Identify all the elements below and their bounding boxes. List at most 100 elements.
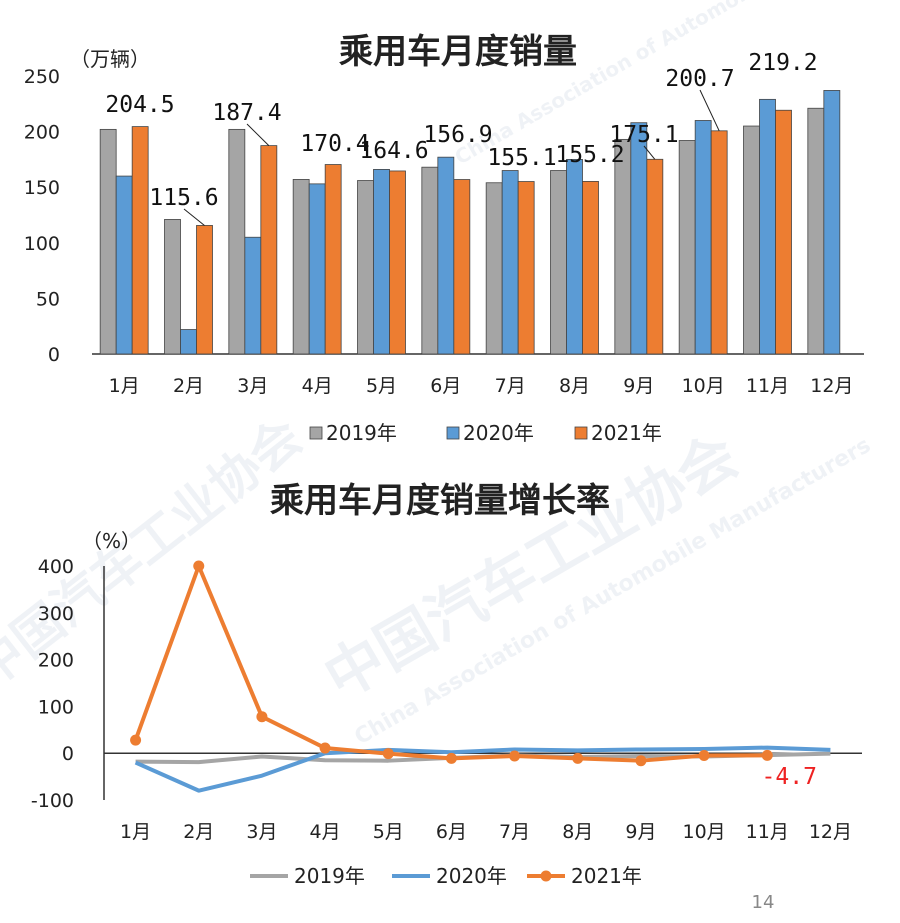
bar-chart-y-tick: 150: [24, 177, 60, 199]
bar-chart-unit-label: （万辆）: [70, 47, 150, 71]
watermark-text-cn: 中国汽车工业协会: [313, 421, 749, 712]
bar-chart-data-label: 115.6: [149, 185, 218, 211]
line-legend-marker-y2021: [540, 870, 552, 882]
line-chart-x-tick: 4月: [310, 821, 341, 843]
line-chart-x-tick: 5月: [373, 821, 404, 843]
bar-y2020-8: [566, 158, 583, 355]
bar-y2021-2: [196, 225, 213, 355]
bar-y2021-10: [710, 130, 728, 355]
bar-legend-swatch-y2019: [309, 426, 323, 440]
bar-chart-leader-line: [246, 123, 270, 146]
bar-chart-x-tick: 7月: [495, 375, 526, 397]
line-point-y2021-1: [130, 734, 142, 746]
bar-y2019-4: [292, 179, 310, 355]
line-chart-y-tick: 200: [38, 650, 74, 672]
bar-chart-x-tick: 1月: [109, 375, 140, 397]
bar-y2021-8: [582, 181, 599, 355]
bar-y2020-9: [630, 122, 648, 355]
bar-chart-leader-line: [643, 145, 656, 160]
bar-y2019-3: [228, 128, 246, 355]
bar-chart-data-labels: 204.5 115.6 187.4 170.4164.6156.9155.1155.2…: [105, 50, 818, 226]
bar-legend-swatch-y2021: [574, 426, 588, 440]
bar-y2020-10: [694, 120, 712, 355]
bar-chart-y-tick: 50: [36, 288, 60, 310]
bar-chart-y-tick: 200: [24, 122, 60, 144]
bar-y2019-12: [807, 107, 825, 355]
bar-y2021-9: [646, 158, 664, 355]
bar-y2019-7: [485, 182, 503, 355]
bar-chart-x-tick: 5月: [366, 375, 397, 397]
line-chart-legend: 2019年 2020年 2021年: [250, 864, 642, 888]
bar-chart-x-tick: 4月: [302, 375, 333, 397]
bar-y2020-4: [308, 183, 326, 355]
line-chart-x-tick: 12月: [809, 821, 852, 843]
line-chart-x-tick: 10月: [682, 821, 725, 843]
line-chart-title: 乘用车月度销量增长率: [270, 481, 610, 521]
line-chart-x-tick: 2月: [183, 821, 214, 843]
line-point-y2021-2: [193, 560, 205, 572]
line-chart-x-tick: 9月: [625, 821, 656, 843]
bar-y2019-5: [357, 180, 374, 355]
bar-chart-monthly-sales: 乘用车月度销量 （万辆） 0 50 100 150 200 250 1月 2月 3月 4月 5月 6月…: [24, 32, 864, 445]
bar-chart-x-tick: 3月: [237, 375, 268, 397]
line-legend-label-y2021: 2021年: [571, 864, 642, 888]
bar-chart-y-tick: 100: [24, 233, 60, 255]
page-number: 14: [752, 892, 775, 913]
line-point-y2021-9: [635, 755, 647, 767]
line-chart-x-tick: 11月: [746, 821, 789, 843]
line-chart-x-tick: 7月: [499, 821, 530, 843]
line-chart-x-tick: 3月: [246, 821, 277, 843]
bar-y2020-2: [180, 329, 197, 355]
bar-chart-x-tick: 2月: [173, 375, 204, 397]
bar-chart-y-tick: 250: [24, 66, 60, 88]
bar-y2021-5: [389, 170, 406, 355]
bar-y2020-7: [501, 170, 519, 355]
bar-legend-swatch-y2020: [446, 426, 460, 440]
line-chart-x-tick: 8月: [562, 821, 593, 843]
bar-y2019-11: [743, 125, 760, 355]
bar-y2021-3: [260, 145, 278, 355]
line-series-y2020: [134, 745, 831, 793]
line-chart-data-label: -4.7: [762, 764, 817, 790]
line-point-y2021-3: [256, 711, 268, 723]
bar-chart-x-tick: 8月: [559, 375, 590, 397]
bar-y2019-6: [421, 166, 439, 355]
line-chart-y-tick: 300: [38, 603, 74, 625]
bar-legend-label-y2019: 2019年: [326, 421, 397, 445]
bar-chart-data-label: 200.7: [665, 66, 734, 92]
bar-y2019-8: [550, 170, 567, 355]
line-legend-label-y2020: 2020年: [436, 864, 507, 888]
bar-y2020-3: [244, 236, 262, 355]
bar-chart-data-label: 204.5: [105, 92, 174, 118]
line-point-y2021-10: [698, 750, 710, 762]
bar-chart-data-label: 175.1: [609, 122, 678, 148]
line-chart-series: [130, 560, 831, 793]
bar-chart-leader-line: [183, 208, 205, 226]
bar-chart-data-label: 155.1: [487, 145, 556, 171]
line-point-y2021-4: [319, 742, 331, 754]
line-chart-axes: -100 0 100 200 300 400 1月 2月 3月 4月 5月 6月 7月 8月 9月 10月 11…: [31, 556, 862, 843]
bar-y2021-6: [453, 179, 471, 355]
bar-chart-data-label: 156.9: [423, 122, 492, 148]
bar-chart-x-tick: 12月: [810, 375, 853, 397]
bar-chart-data-label: 164.6: [359, 138, 428, 164]
line-chart-y-tick: 100: [38, 696, 74, 718]
bar-y2019-10: [678, 140, 696, 355]
bar-chart-data-label: 170.4: [300, 131, 369, 157]
line-chart-y-tick: 400: [38, 556, 74, 578]
line-point-y2021-6: [445, 752, 457, 764]
bar-legend-label-y2021: 2021年: [591, 421, 662, 445]
bar-y2021-11: [775, 109, 792, 355]
bar-chart-legend: 2019年 2020年 2021年: [309, 421, 662, 445]
bar-chart-data-label: 187.4: [212, 100, 281, 126]
line-point-y2021-7: [509, 750, 521, 762]
bar-y2021-7: [517, 181, 535, 355]
bar-chart-x-tick: 11月: [746, 375, 789, 397]
line-legend-label-y2019: 2019年: [294, 864, 365, 888]
bar-y2021-4: [324, 164, 342, 355]
bar-chart-leader-line: [699, 89, 720, 132]
bar-y2020-12: [823, 90, 841, 355]
line-chart-y-tick: 0: [62, 743, 74, 765]
line-chart-x-tick: 6月: [436, 821, 467, 843]
